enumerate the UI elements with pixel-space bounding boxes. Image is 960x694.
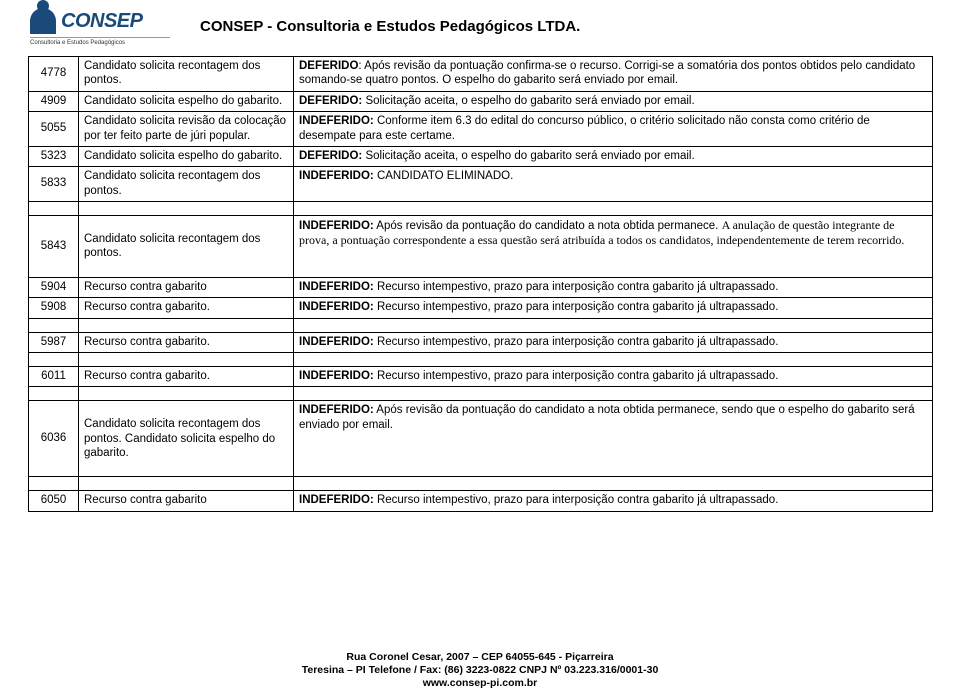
row-id: 6050 bbox=[29, 491, 79, 511]
row-request: Candidato solicita espelho do gabarito. bbox=[79, 146, 294, 166]
decision-status: DEFERIDO: bbox=[299, 150, 362, 162]
row-request: Candidato solicita recontagem dos pontos… bbox=[79, 401, 294, 477]
row-id: 6011 bbox=[29, 366, 79, 386]
row-request: Candidato solicita espelho do gabarito. bbox=[79, 91, 294, 111]
row-id: 4909 bbox=[29, 91, 79, 111]
decision-status: INDEFERIDO: bbox=[299, 115, 374, 127]
row-request: Candidato solicita recontagem dos pontos… bbox=[79, 57, 294, 92]
decision-status: INDEFERIDO: bbox=[299, 220, 374, 232]
row-id: 5904 bbox=[29, 277, 79, 297]
table-spacer-row bbox=[29, 352, 933, 366]
document-header: CONSEP Consultoria e Estudos Pedagógicos… bbox=[0, 0, 960, 50]
decisions-table: 4778Candidato solicita recontagem dos po… bbox=[28, 56, 933, 512]
row-decision: DEFERIDO: Após revisão da pontuação conf… bbox=[294, 57, 933, 92]
table-row: 6050Recurso contra gabaritoINDEFERIDO: R… bbox=[29, 491, 933, 511]
table-row: 4778Candidato solicita recontagem dos po… bbox=[29, 57, 933, 92]
row-decision: INDEFERIDO: Recurso intempestivo, prazo … bbox=[294, 366, 933, 386]
footer-line-3: www.consep-pi.com.br bbox=[0, 677, 960, 690]
row-id: 6036 bbox=[29, 401, 79, 477]
row-request: Recurso contra gabarito. bbox=[79, 366, 294, 386]
table-row: 6011Recurso contra gabarito.INDEFERIDO: … bbox=[29, 366, 933, 386]
row-decision: INDEFERIDO: Recurso intempestivo, prazo … bbox=[294, 491, 933, 511]
row-id: 5843 bbox=[29, 216, 79, 278]
decision-status: INDEFERIDO: bbox=[299, 336, 374, 348]
table-row: 5843Candidato solicita recontagem dos po… bbox=[29, 216, 933, 278]
decision-status: INDEFERIDO: bbox=[299, 494, 374, 506]
row-decision: INDEFERIDO: Recurso intempestivo, prazo … bbox=[294, 277, 933, 297]
decision-status: INDEFERIDO: bbox=[299, 301, 374, 313]
decision-status: DEFERIDO bbox=[299, 60, 358, 72]
footer: Rua Coronel Cesar, 2007 – CEP 64055-645 … bbox=[0, 651, 960, 690]
table-row: 5055Candidato solicita revisão da coloca… bbox=[29, 112, 933, 147]
table-row: 5987Recurso contra gabarito.INDEFERIDO: … bbox=[29, 332, 933, 352]
logo: CONSEP Consultoria e Estudos Pedagógicos bbox=[30, 8, 170, 46]
table-spacer-row bbox=[29, 202, 933, 216]
decision-status: INDEFERIDO: bbox=[299, 281, 374, 293]
row-id: 4778 bbox=[29, 57, 79, 92]
row-decision: DEFERIDO: Solicitação aceita, o espelho … bbox=[294, 91, 933, 111]
row-request: Candidato solicita recontagem dos pontos… bbox=[79, 167, 294, 202]
row-id: 5833 bbox=[29, 167, 79, 202]
row-id: 5055 bbox=[29, 112, 79, 147]
footer-line-1: Rua Coronel Cesar, 2007 – CEP 64055-645 … bbox=[0, 651, 960, 664]
decision-note-serif: A anulação de questão integrante de prov… bbox=[299, 218, 904, 247]
decision-status: INDEFERIDO: bbox=[299, 370, 374, 382]
footer-line-2: Teresina – PI Telefone / Fax: (86) 3223-… bbox=[0, 664, 960, 677]
row-request: Recurso contra gabarito bbox=[79, 491, 294, 511]
row-decision: INDEFERIDO: Após revisão da pontuação do… bbox=[294, 401, 933, 477]
row-request: Recurso contra gabarito. bbox=[79, 332, 294, 352]
row-id: 5908 bbox=[29, 298, 79, 318]
table-spacer-row bbox=[29, 318, 933, 332]
row-request: Candidato solicita revisão da colocação … bbox=[79, 112, 294, 147]
row-decision: INDEFERIDO: Conforme item 6.3 do edital … bbox=[294, 112, 933, 147]
row-id: 5323 bbox=[29, 146, 79, 166]
table-row: 5323Candidato solicita espelho do gabari… bbox=[29, 146, 933, 166]
table-row: 5904Recurso contra gabaritoINDEFERIDO: R… bbox=[29, 277, 933, 297]
decision-status: INDEFERIDO: bbox=[299, 170, 374, 182]
logo-name: CONSEP bbox=[61, 10, 142, 33]
table-row: 5833Candidato solicita recontagem dos po… bbox=[29, 167, 933, 202]
row-request: Recurso contra gabarito bbox=[79, 277, 294, 297]
row-decision: INDEFERIDO: CANDIDATO ELIMINADO. bbox=[294, 167, 933, 202]
row-request: Candidato solicita recontagem dos pontos… bbox=[79, 216, 294, 278]
table-spacer-row bbox=[29, 387, 933, 401]
table-row: 5908Recurso contra gabarito.INDEFERIDO: … bbox=[29, 298, 933, 318]
row-request: Recurso contra gabarito. bbox=[79, 298, 294, 318]
table-spacer-row bbox=[29, 477, 933, 491]
page-title: CONSEP - Consultoria e Estudos Pedagógic… bbox=[200, 8, 580, 35]
logo-figure-icon bbox=[30, 8, 56, 34]
row-decision: DEFERIDO: Solicitação aceita, o espelho … bbox=[294, 146, 933, 166]
row-decision: INDEFERIDO: Recurso intempestivo, prazo … bbox=[294, 332, 933, 352]
decision-status: DEFERIDO: bbox=[299, 95, 362, 107]
logo-subtitle: Consultoria e Estudos Pedagógicos bbox=[30, 37, 170, 46]
row-decision: INDEFERIDO: Recurso intempestivo, prazo … bbox=[294, 298, 933, 318]
row-id: 5987 bbox=[29, 332, 79, 352]
table-row: 6036Candidato solicita recontagem dos po… bbox=[29, 401, 933, 477]
row-decision: INDEFERIDO: Após revisão da pontuação do… bbox=[294, 216, 933, 278]
table-row: 4909Candidato solicita espelho do gabari… bbox=[29, 91, 933, 111]
decision-status: INDEFERIDO: bbox=[299, 404, 374, 416]
